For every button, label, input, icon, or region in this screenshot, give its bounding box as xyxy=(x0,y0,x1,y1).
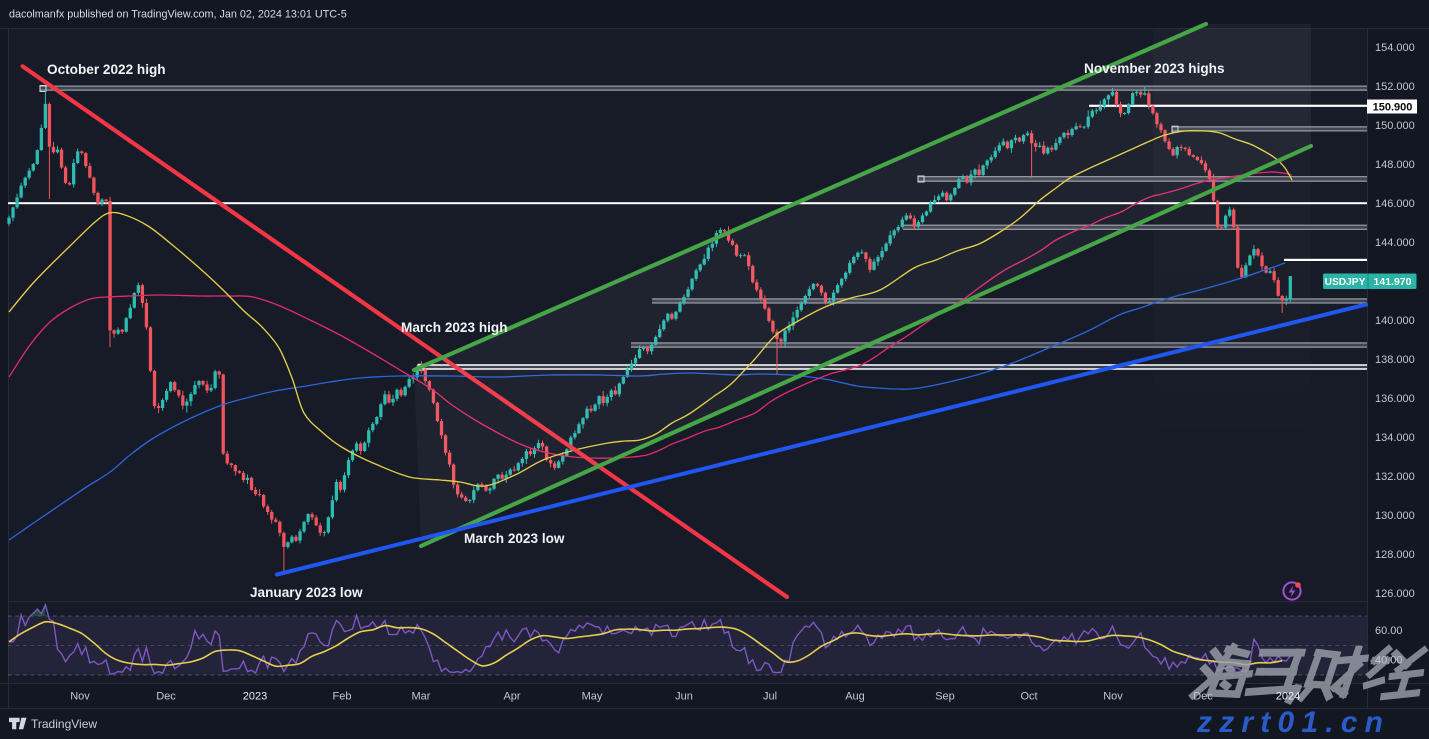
svg-text:126.000: 126.000 xyxy=(1375,588,1415,600)
svg-text:60.00: 60.00 xyxy=(1375,625,1403,637)
svg-text:Nov: Nov xyxy=(1103,691,1123,703)
svg-text:Sep: Sep xyxy=(935,691,955,703)
svg-text:150.900: 150.900 xyxy=(1373,102,1413,114)
svg-text:March 2023 low: March 2023 low xyxy=(464,531,565,546)
svg-text:dacolmanfx published on Tradin: dacolmanfx published on TradingView.com,… xyxy=(9,9,347,21)
svg-text:138.000: 138.000 xyxy=(1375,354,1415,366)
svg-text:October 2022 high: October 2022 high xyxy=(47,62,166,77)
svg-text:zzrt01.cn: zzrt01.cn xyxy=(1196,706,1390,739)
svg-text:USDJPY: USDJPY xyxy=(1325,277,1366,288)
svg-text:November 2023 highs: November 2023 highs xyxy=(1084,61,1225,76)
svg-text:128.000: 128.000 xyxy=(1375,549,1415,561)
svg-text:154.000: 154.000 xyxy=(1375,42,1415,54)
svg-text:TradingView: TradingView xyxy=(31,717,97,731)
svg-text:Apr: Apr xyxy=(503,691,520,703)
svg-text:136.000: 136.000 xyxy=(1375,393,1415,405)
svg-text:March 2023 high: March 2023 high xyxy=(401,320,508,335)
svg-text:134.000: 134.000 xyxy=(1375,432,1415,444)
svg-text:Oct: Oct xyxy=(1020,691,1037,703)
svg-text:144.000: 144.000 xyxy=(1375,237,1415,249)
svg-text:152.000: 152.000 xyxy=(1375,81,1415,93)
svg-text:Jun: Jun xyxy=(675,691,693,703)
svg-text:Dec: Dec xyxy=(156,691,176,703)
svg-text:Jul: Jul xyxy=(763,691,777,703)
svg-text:150.000: 150.000 xyxy=(1375,120,1415,132)
svg-text:Mar: Mar xyxy=(412,691,431,703)
svg-text:40.00: 40.00 xyxy=(1375,654,1403,666)
svg-text:Aug: Aug xyxy=(845,691,865,703)
svg-text:132.000: 132.000 xyxy=(1375,471,1415,483)
svg-text:130.000: 130.000 xyxy=(1375,510,1415,522)
svg-text:Nov: Nov xyxy=(70,691,90,703)
svg-text:2023: 2023 xyxy=(243,691,267,703)
svg-text:2024: 2024 xyxy=(1276,691,1300,703)
svg-text:146.000: 146.000 xyxy=(1375,198,1415,210)
svg-text:Dec: Dec xyxy=(1193,691,1213,703)
svg-text:140.000: 140.000 xyxy=(1375,315,1415,327)
svg-text:January 2023 low: January 2023 low xyxy=(250,585,363,600)
svg-text:148.000: 148.000 xyxy=(1375,159,1415,171)
svg-text:141.970: 141.970 xyxy=(1374,276,1412,288)
svg-text:Feb: Feb xyxy=(333,691,352,703)
svg-text:May: May xyxy=(582,691,603,703)
